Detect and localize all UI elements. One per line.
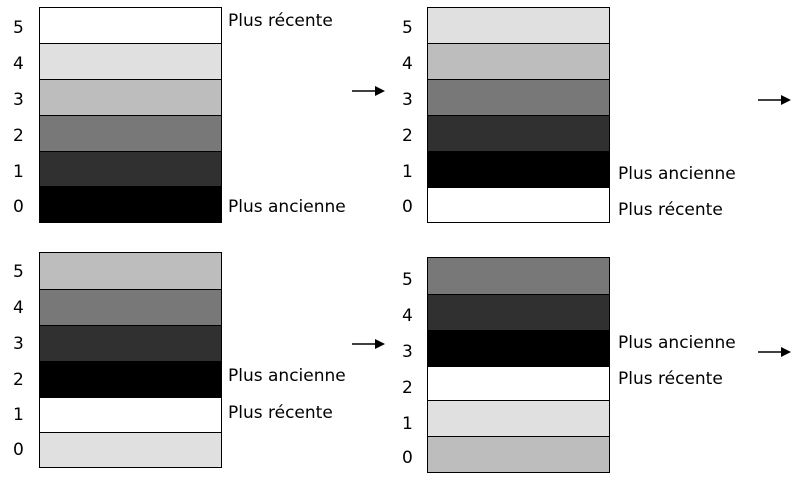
slot-1 xyxy=(40,151,221,187)
slot-4 xyxy=(40,43,221,80)
label-most-recent: Plus récente xyxy=(228,403,333,423)
slot-4 xyxy=(40,289,221,326)
slot-5 xyxy=(428,8,609,44)
slot-index: 2 xyxy=(13,126,24,146)
slot-index: 0 xyxy=(402,197,413,217)
slot-index: 2 xyxy=(402,126,413,146)
label-most-recent: Plus récente xyxy=(618,369,723,389)
slot-index: 5 xyxy=(13,18,24,38)
slot-5 xyxy=(40,253,221,290)
label-oldest: Plus ancienne xyxy=(618,333,736,353)
slot-index: 2 xyxy=(13,370,24,390)
right-arrow-icon xyxy=(352,339,385,349)
slot-3 xyxy=(428,79,609,116)
label-oldest: Plus ancienne xyxy=(228,197,346,217)
label-oldest: Plus ancienne xyxy=(618,164,736,184)
slot-index: 5 xyxy=(402,18,413,38)
slot-index: 0 xyxy=(13,440,24,460)
slot-5 xyxy=(428,258,609,295)
stack-top-left xyxy=(39,7,222,223)
stack-bottom-left xyxy=(39,252,222,468)
label-oldest: Plus ancienne xyxy=(228,366,346,386)
right-arrow-icon xyxy=(758,95,791,105)
slot-index: 5 xyxy=(13,262,24,282)
slot-2 xyxy=(40,115,221,152)
slot-index: 0 xyxy=(402,448,413,468)
slot-1 xyxy=(40,397,221,433)
slot-2 xyxy=(428,115,609,152)
slot-2 xyxy=(40,361,221,398)
label-most-recent: Plus récente xyxy=(228,11,333,31)
label-most-recent: Plus récente xyxy=(618,200,723,220)
slot-3 xyxy=(40,325,221,362)
slot-index: 4 xyxy=(13,54,24,74)
slot-index: 3 xyxy=(13,90,24,110)
slot-index: 1 xyxy=(402,414,413,434)
slot-index: 3 xyxy=(402,90,413,110)
slot-2 xyxy=(428,366,609,401)
slot-index: 1 xyxy=(13,162,24,182)
slot-index: 3 xyxy=(13,334,24,354)
slot-1 xyxy=(428,400,609,437)
slot-5 xyxy=(40,8,221,44)
slot-index: 0 xyxy=(13,197,24,217)
slot-index: 4 xyxy=(402,54,413,74)
slot-index: 5 xyxy=(402,270,413,290)
slot-0 xyxy=(428,436,609,472)
slot-0 xyxy=(428,187,609,222)
right-arrow-icon xyxy=(758,347,791,357)
slot-index: 2 xyxy=(402,378,413,398)
stack-bottom-right xyxy=(427,257,610,473)
slot-3 xyxy=(428,330,609,367)
slot-4 xyxy=(428,43,609,80)
slot-0 xyxy=(40,186,221,222)
slot-4 xyxy=(428,294,609,331)
stack-top-right xyxy=(427,7,610,223)
slot-0 xyxy=(40,432,221,467)
slot-index: 4 xyxy=(402,306,413,326)
slot-index: 3 xyxy=(402,342,413,362)
slot-3 xyxy=(40,79,221,116)
slot-index: 4 xyxy=(13,298,24,318)
slot-index: 1 xyxy=(402,162,413,182)
right-arrow-icon xyxy=(352,86,385,96)
slot-1 xyxy=(428,151,609,188)
slot-index: 1 xyxy=(13,405,24,425)
